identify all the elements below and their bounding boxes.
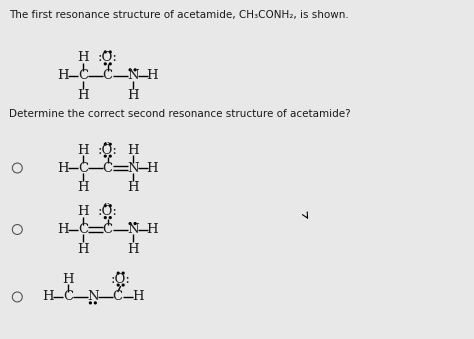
Text: C: C <box>103 69 113 82</box>
Text: C: C <box>103 161 113 175</box>
Text: H: H <box>127 144 138 157</box>
Circle shape <box>129 223 131 224</box>
Text: H: H <box>146 161 158 175</box>
Text: C: C <box>78 161 88 175</box>
Text: H: H <box>77 144 89 157</box>
Text: H: H <box>127 89 138 102</box>
Text: C: C <box>78 69 88 82</box>
Text: H: H <box>57 223 69 236</box>
Circle shape <box>104 217 106 219</box>
Text: C: C <box>63 291 73 303</box>
Circle shape <box>117 284 119 286</box>
Text: H: H <box>77 205 89 218</box>
Text: N: N <box>127 223 138 236</box>
Text: :O:: :O: <box>111 273 131 285</box>
Circle shape <box>109 155 111 157</box>
Text: Determine the correct second resonance structure of acetamide?: Determine the correct second resonance s… <box>9 108 351 119</box>
Text: H: H <box>77 52 89 64</box>
Circle shape <box>122 272 124 274</box>
Circle shape <box>109 205 111 206</box>
Text: C: C <box>113 291 123 303</box>
Circle shape <box>134 69 136 71</box>
Text: N: N <box>127 161 138 175</box>
Circle shape <box>129 69 131 71</box>
Text: H: H <box>42 291 54 303</box>
Text: H: H <box>62 273 74 285</box>
Circle shape <box>104 51 106 53</box>
Text: H: H <box>77 243 89 256</box>
Circle shape <box>104 143 106 145</box>
Circle shape <box>109 143 111 145</box>
Text: C: C <box>103 223 113 236</box>
Text: H: H <box>77 89 89 102</box>
Circle shape <box>117 272 119 274</box>
Text: H: H <box>57 69 69 82</box>
Text: N: N <box>87 291 99 303</box>
Text: H: H <box>146 69 158 82</box>
Circle shape <box>122 284 124 286</box>
Text: H: H <box>57 161 69 175</box>
Circle shape <box>94 302 96 304</box>
Circle shape <box>90 302 91 304</box>
Text: :Ö:: :Ö: <box>98 144 118 157</box>
Text: N: N <box>127 69 138 82</box>
Circle shape <box>109 51 111 53</box>
Text: The first resonance structure of acetamide, CH₃CONH₂, is shown.: The first resonance structure of acetami… <box>9 10 349 20</box>
Text: H: H <box>77 181 89 194</box>
Circle shape <box>134 223 136 224</box>
Text: H: H <box>127 243 138 256</box>
Text: C: C <box>78 223 88 236</box>
Text: :Ö:: :Ö: <box>98 205 118 218</box>
Circle shape <box>109 217 111 219</box>
Circle shape <box>104 155 106 157</box>
Text: H: H <box>127 181 138 194</box>
Circle shape <box>104 63 106 65</box>
Text: H: H <box>132 291 144 303</box>
Circle shape <box>104 205 106 206</box>
Text: H: H <box>146 223 158 236</box>
Circle shape <box>109 63 111 65</box>
Text: :O:: :O: <box>98 52 118 64</box>
